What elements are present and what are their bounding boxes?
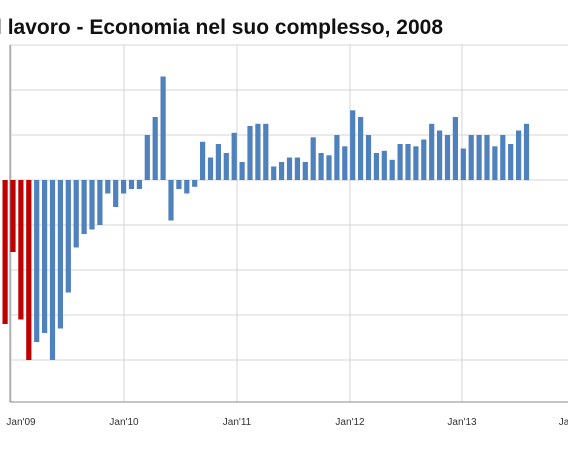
bar <box>176 180 182 189</box>
bar <box>444 135 451 180</box>
bar <box>215 144 221 180</box>
bar <box>358 117 364 180</box>
bar <box>223 153 229 180</box>
bar <box>97 180 103 225</box>
bar <box>239 162 245 180</box>
x-tick-label: Jan'13 <box>447 417 477 428</box>
bar <box>263 123 269 181</box>
bar <box>286 157 293 180</box>
x-tick-label: Jan'12 <box>335 417 365 428</box>
bar <box>413 146 419 181</box>
bar <box>200 141 206 181</box>
bar <box>105 180 111 194</box>
bar <box>255 123 261 181</box>
bar <box>2 180 8 324</box>
bar <box>10 180 16 252</box>
bar <box>294 157 300 180</box>
bar <box>476 135 482 180</box>
bar <box>437 130 443 180</box>
bar <box>81 180 87 234</box>
bar <box>271 166 277 180</box>
bar <box>152 117 158 180</box>
bar <box>42 180 48 333</box>
bar <box>468 135 474 180</box>
bar <box>34 180 40 342</box>
x-tick-label: Jan'10 <box>109 417 139 428</box>
bar <box>421 139 427 180</box>
bar <box>326 155 332 181</box>
bar-layer <box>2 76 530 360</box>
bar <box>484 135 490 180</box>
bar <box>73 180 79 248</box>
bar <box>192 180 198 187</box>
bar <box>460 148 466 180</box>
bar <box>168 180 174 221</box>
bar <box>310 137 316 181</box>
bar <box>365 135 372 180</box>
bar <box>144 135 150 180</box>
bar <box>389 159 395 181</box>
bar <box>381 150 387 181</box>
bar <box>26 180 32 360</box>
x-tick-label: Ja <box>559 417 568 428</box>
bar <box>508 144 514 180</box>
bar <box>397 144 403 180</box>
x-tick-label: Jan'11 <box>223 417 252 428</box>
bar <box>405 144 411 180</box>
bar <box>160 76 166 180</box>
x-tick-label: Jan'09 <box>6 417 36 428</box>
chart-title: a del lavoro - Economia nel suo compless… <box>0 16 443 39</box>
bar <box>247 126 253 180</box>
bar <box>373 153 379 180</box>
bar <box>523 123 530 181</box>
bar <box>136 180 142 189</box>
bar <box>334 135 340 180</box>
bar <box>89 180 95 230</box>
x-tick-labels: Jan'09 Jan'10 Jan'11 Jan'12 Jan'13 Ja <box>6 417 568 428</box>
bar <box>302 162 308 180</box>
bar <box>49 180 56 360</box>
bar <box>492 146 498 181</box>
bar <box>500 135 506 180</box>
bar <box>318 153 324 180</box>
bar <box>452 117 458 180</box>
bar <box>184 180 190 194</box>
bar <box>342 146 348 181</box>
bar <box>113 180 119 207</box>
bar <box>121 180 127 194</box>
bar <box>18 180 24 320</box>
bar <box>279 162 285 180</box>
bar <box>128 180 135 189</box>
bar <box>207 157 214 180</box>
bar <box>65 180 71 293</box>
bar <box>57 180 63 329</box>
bar <box>429 123 435 181</box>
bar <box>350 110 356 181</box>
bar <box>516 130 522 180</box>
bar <box>231 132 237 181</box>
